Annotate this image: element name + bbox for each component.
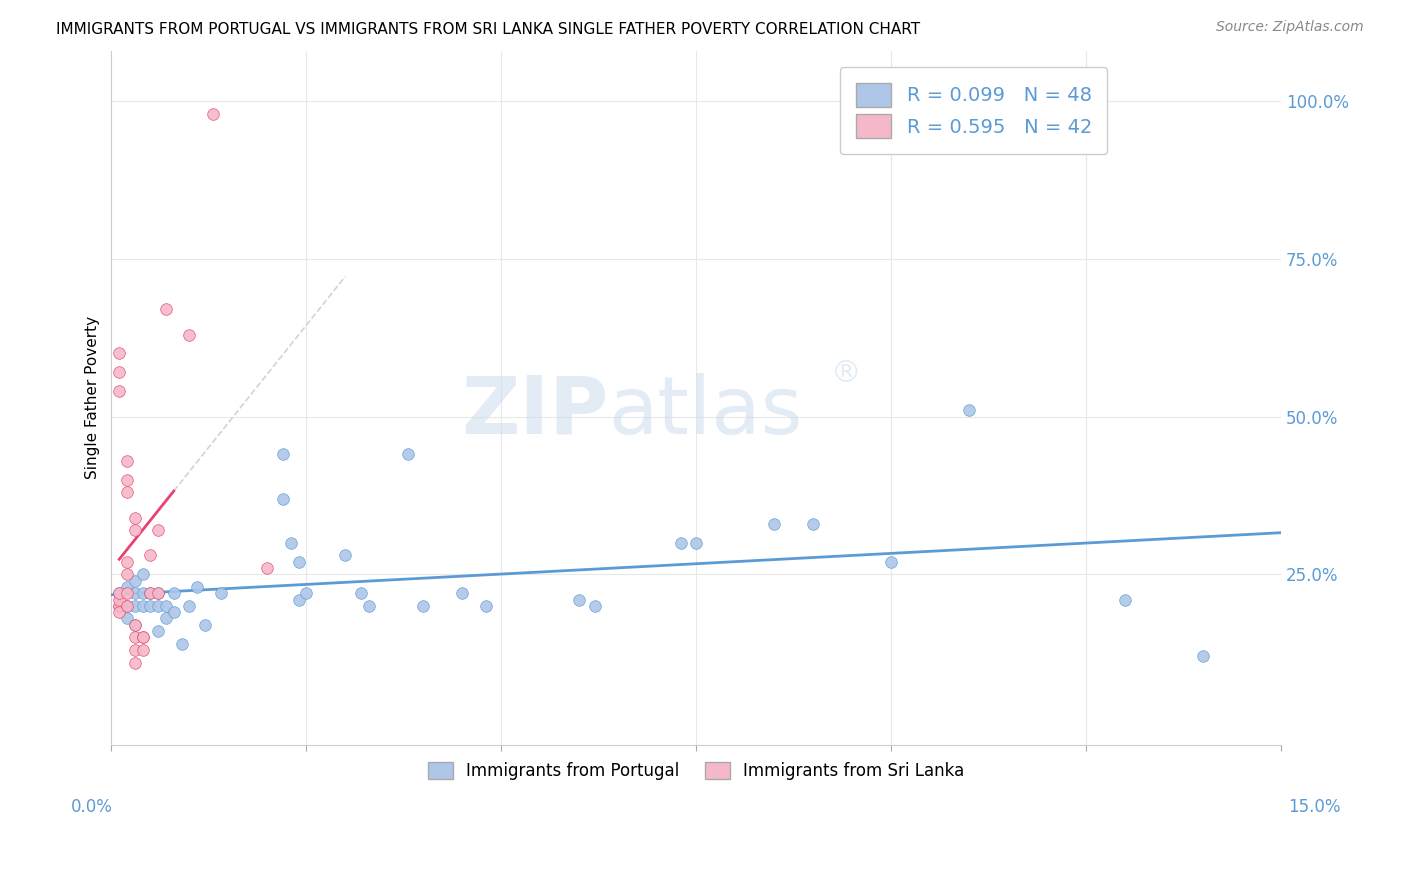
Text: atlas: atlas — [609, 373, 803, 450]
Y-axis label: Single Father Poverty: Single Father Poverty — [86, 316, 100, 479]
Point — [139, 586, 162, 600]
Point — [179, 327, 201, 342]
Point — [350, 586, 373, 600]
Point — [131, 643, 153, 657]
Point — [412, 599, 434, 613]
Point — [108, 605, 131, 619]
Point — [108, 384, 131, 399]
Point — [148, 523, 170, 537]
Point — [568, 592, 591, 607]
Point — [1114, 592, 1136, 607]
Point — [108, 586, 131, 600]
Point — [186, 580, 208, 594]
Point — [124, 617, 146, 632]
Point — [271, 491, 294, 506]
Point — [115, 599, 138, 613]
Point — [124, 599, 146, 613]
Point — [108, 599, 131, 613]
Point — [115, 599, 138, 613]
Point — [148, 586, 170, 600]
Point — [115, 611, 138, 625]
Point — [271, 447, 294, 461]
Point — [124, 510, 146, 524]
Point — [139, 599, 162, 613]
Point — [131, 599, 153, 613]
Point — [115, 567, 138, 582]
Point — [124, 574, 146, 588]
Point — [115, 555, 138, 569]
Point — [115, 586, 138, 600]
Point — [474, 599, 496, 613]
Text: ZIP: ZIP — [461, 373, 609, 450]
Point — [396, 447, 419, 461]
Point — [163, 605, 186, 619]
Point — [287, 555, 309, 569]
Point — [209, 586, 232, 600]
Point — [201, 107, 224, 121]
Point — [155, 302, 177, 317]
Point — [115, 485, 138, 500]
Point — [108, 346, 131, 360]
Point — [170, 637, 193, 651]
Point — [108, 366, 131, 380]
Legend: Immigrants from Portugal, Immigrants from Sri Lanka: Immigrants from Portugal, Immigrants fro… — [420, 754, 973, 789]
Point — [583, 599, 606, 613]
Text: 15.0%: 15.0% — [1288, 798, 1341, 816]
Point — [108, 586, 131, 600]
Point — [801, 516, 824, 531]
Point — [685, 535, 707, 549]
Point — [1192, 649, 1215, 664]
Point — [155, 599, 177, 613]
Point — [179, 599, 201, 613]
Text: 0.0%: 0.0% — [70, 798, 112, 816]
Point — [155, 611, 177, 625]
Point — [124, 631, 146, 645]
Text: ®: ® — [831, 359, 862, 388]
Point — [357, 599, 380, 613]
Point — [124, 523, 146, 537]
Point — [131, 631, 153, 645]
Point — [124, 586, 146, 600]
Point — [295, 586, 318, 600]
Point — [108, 599, 131, 613]
Point — [131, 631, 153, 645]
Point — [763, 516, 786, 531]
Point — [148, 586, 170, 600]
Point — [335, 549, 357, 563]
Point — [451, 586, 474, 600]
Point — [287, 592, 309, 607]
Text: IMMIGRANTS FROM PORTUGAL VS IMMIGRANTS FROM SRI LANKA SINGLE FATHER POVERTY CORR: IMMIGRANTS FROM PORTUGAL VS IMMIGRANTS F… — [56, 22, 921, 37]
Point — [115, 580, 138, 594]
Point — [124, 617, 146, 632]
Point — [131, 586, 153, 600]
Point — [280, 535, 302, 549]
Point — [256, 561, 278, 575]
Point — [108, 592, 131, 607]
Point — [124, 643, 146, 657]
Point — [115, 454, 138, 468]
Point — [669, 535, 692, 549]
Point — [194, 617, 217, 632]
Point — [148, 599, 170, 613]
Point — [139, 586, 162, 600]
Point — [148, 624, 170, 638]
Point — [957, 403, 980, 417]
Point — [139, 549, 162, 563]
Point — [131, 567, 153, 582]
Point — [163, 586, 186, 600]
Point — [124, 656, 146, 670]
Text: Source: ZipAtlas.com: Source: ZipAtlas.com — [1216, 20, 1364, 34]
Point — [115, 473, 138, 487]
Point — [880, 555, 903, 569]
